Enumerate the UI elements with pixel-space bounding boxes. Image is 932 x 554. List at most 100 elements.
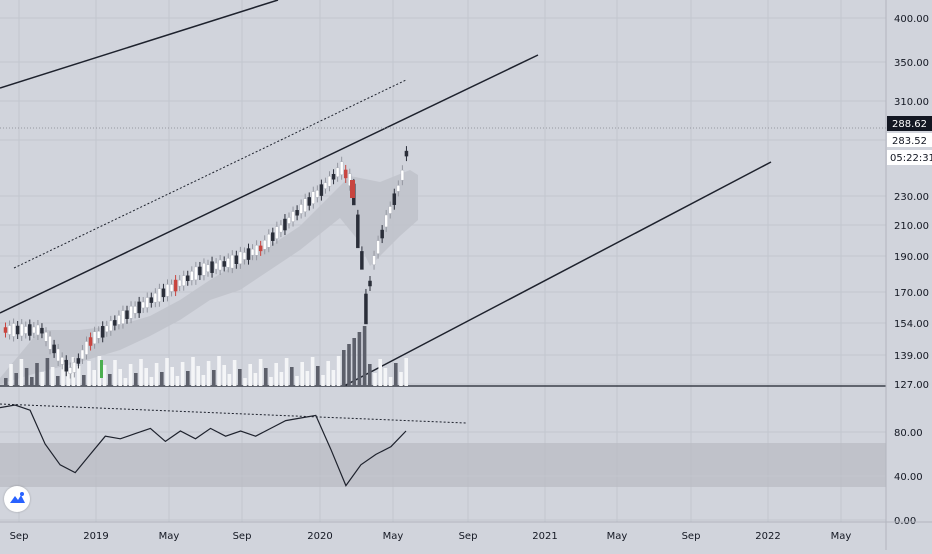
candle-body	[117, 315, 121, 325]
candle-body	[350, 180, 355, 198]
candle-body	[323, 182, 328, 189]
volume-bar	[149, 377, 154, 386]
volume-bar	[326, 361, 330, 386]
candle-body	[348, 173, 352, 186]
candle-body	[181, 275, 186, 286]
volume-bar	[274, 363, 278, 386]
last-price-label: 288.62	[892, 119, 927, 130]
volume-bar	[144, 368, 148, 386]
volume-bar	[128, 364, 133, 386]
volume-bar	[24, 368, 29, 386]
candle-body	[368, 280, 372, 287]
candle-body	[360, 251, 364, 270]
candle-body	[283, 218, 287, 231]
candle-body	[129, 306, 133, 319]
candle-body	[88, 337, 93, 346]
volume-bar	[217, 356, 221, 386]
candle-body	[335, 167, 340, 178]
candle-body	[262, 240, 267, 250]
candle-body	[315, 190, 320, 198]
time-tick-label: 2022	[755, 531, 780, 542]
countdown-label: 05:22:31	[890, 153, 932, 164]
volume-bar	[123, 378, 128, 386]
candle-body	[72, 362, 77, 373]
candle-body	[19, 323, 24, 337]
volume-bar	[97, 356, 102, 386]
volume-bar	[336, 356, 341, 386]
volume-bar	[76, 366, 81, 386]
volume-bar	[264, 368, 268, 386]
price-tick-label: 230.00	[894, 192, 929, 203]
volume-bar	[368, 364, 372, 386]
volume-bar	[352, 338, 356, 386]
candle-body	[384, 214, 388, 228]
volume-bar	[191, 357, 195, 386]
candle-body	[125, 310, 129, 319]
candle-body	[295, 210, 299, 216]
time-tick-label: May	[159, 531, 180, 542]
volume-bar	[9, 364, 13, 386]
volume-bar	[154, 363, 159, 386]
candle-body	[32, 326, 36, 334]
candle-body	[364, 293, 368, 325]
price-tick-label: 127.00	[894, 380, 929, 391]
candle-body	[230, 254, 235, 269]
volume-bar	[196, 366, 200, 386]
candle-body	[356, 214, 360, 249]
candle-body	[52, 344, 56, 354]
volume-bar	[40, 372, 44, 386]
candle-body	[396, 185, 401, 192]
time-tick-label: May	[831, 531, 852, 542]
time-tick-label: May	[607, 531, 628, 542]
candle-body	[214, 262, 218, 270]
volume-bar	[113, 360, 117, 386]
candle-body	[64, 359, 68, 372]
candle-body	[100, 326, 105, 338]
candle-body	[206, 264, 210, 273]
candle-body	[100, 360, 103, 378]
candle-body	[258, 245, 263, 252]
trend-line-channel-bottom	[343, 161, 772, 387]
candle-body	[109, 320, 113, 332]
candle-body	[331, 173, 336, 180]
candle-body	[388, 206, 392, 214]
candle-body	[372, 255, 376, 265]
countdown-label-box	[887, 150, 932, 165]
volume-bar	[108, 374, 112, 386]
candle-body	[105, 325, 109, 333]
tradingview-logo-icon[interactable]	[4, 486, 30, 512]
time-tick-label: Sep	[10, 531, 29, 542]
candle-body	[319, 184, 324, 196]
volume-bar	[357, 332, 362, 386]
candle-body	[279, 224, 283, 233]
candle-body	[190, 271, 194, 281]
candle-body	[169, 284, 174, 292]
indicator-band	[0, 443, 886, 487]
volume-bar	[56, 376, 60, 386]
volume-bar	[290, 367, 294, 386]
volume-bar	[399, 372, 403, 386]
volume-bar	[180, 362, 185, 386]
candle-body	[311, 191, 316, 204]
price-tick-label: 170.00	[894, 288, 929, 299]
volume-bar	[14, 373, 18, 386]
indicator-series-line	[0, 404, 407, 487]
volume-bar	[160, 372, 164, 386]
candle-body	[210, 261, 214, 273]
indicator-tick-label: 80.00	[894, 428, 923, 439]
volume-bar	[61, 362, 65, 386]
candle-body	[198, 266, 202, 276]
price-tick-label: 190.00	[894, 252, 929, 263]
volume-bar	[102, 365, 107, 386]
volume-bar	[232, 360, 237, 386]
volume-bar	[394, 363, 398, 386]
price-tick-label: 139.00	[894, 351, 929, 362]
volume-bar	[388, 377, 393, 386]
volume-bar	[310, 357, 315, 386]
volume-bar	[170, 367, 174, 386]
candle-body	[299, 204, 303, 214]
volume-bar	[342, 350, 346, 386]
indicator-tick-label: 40.00	[894, 472, 923, 483]
